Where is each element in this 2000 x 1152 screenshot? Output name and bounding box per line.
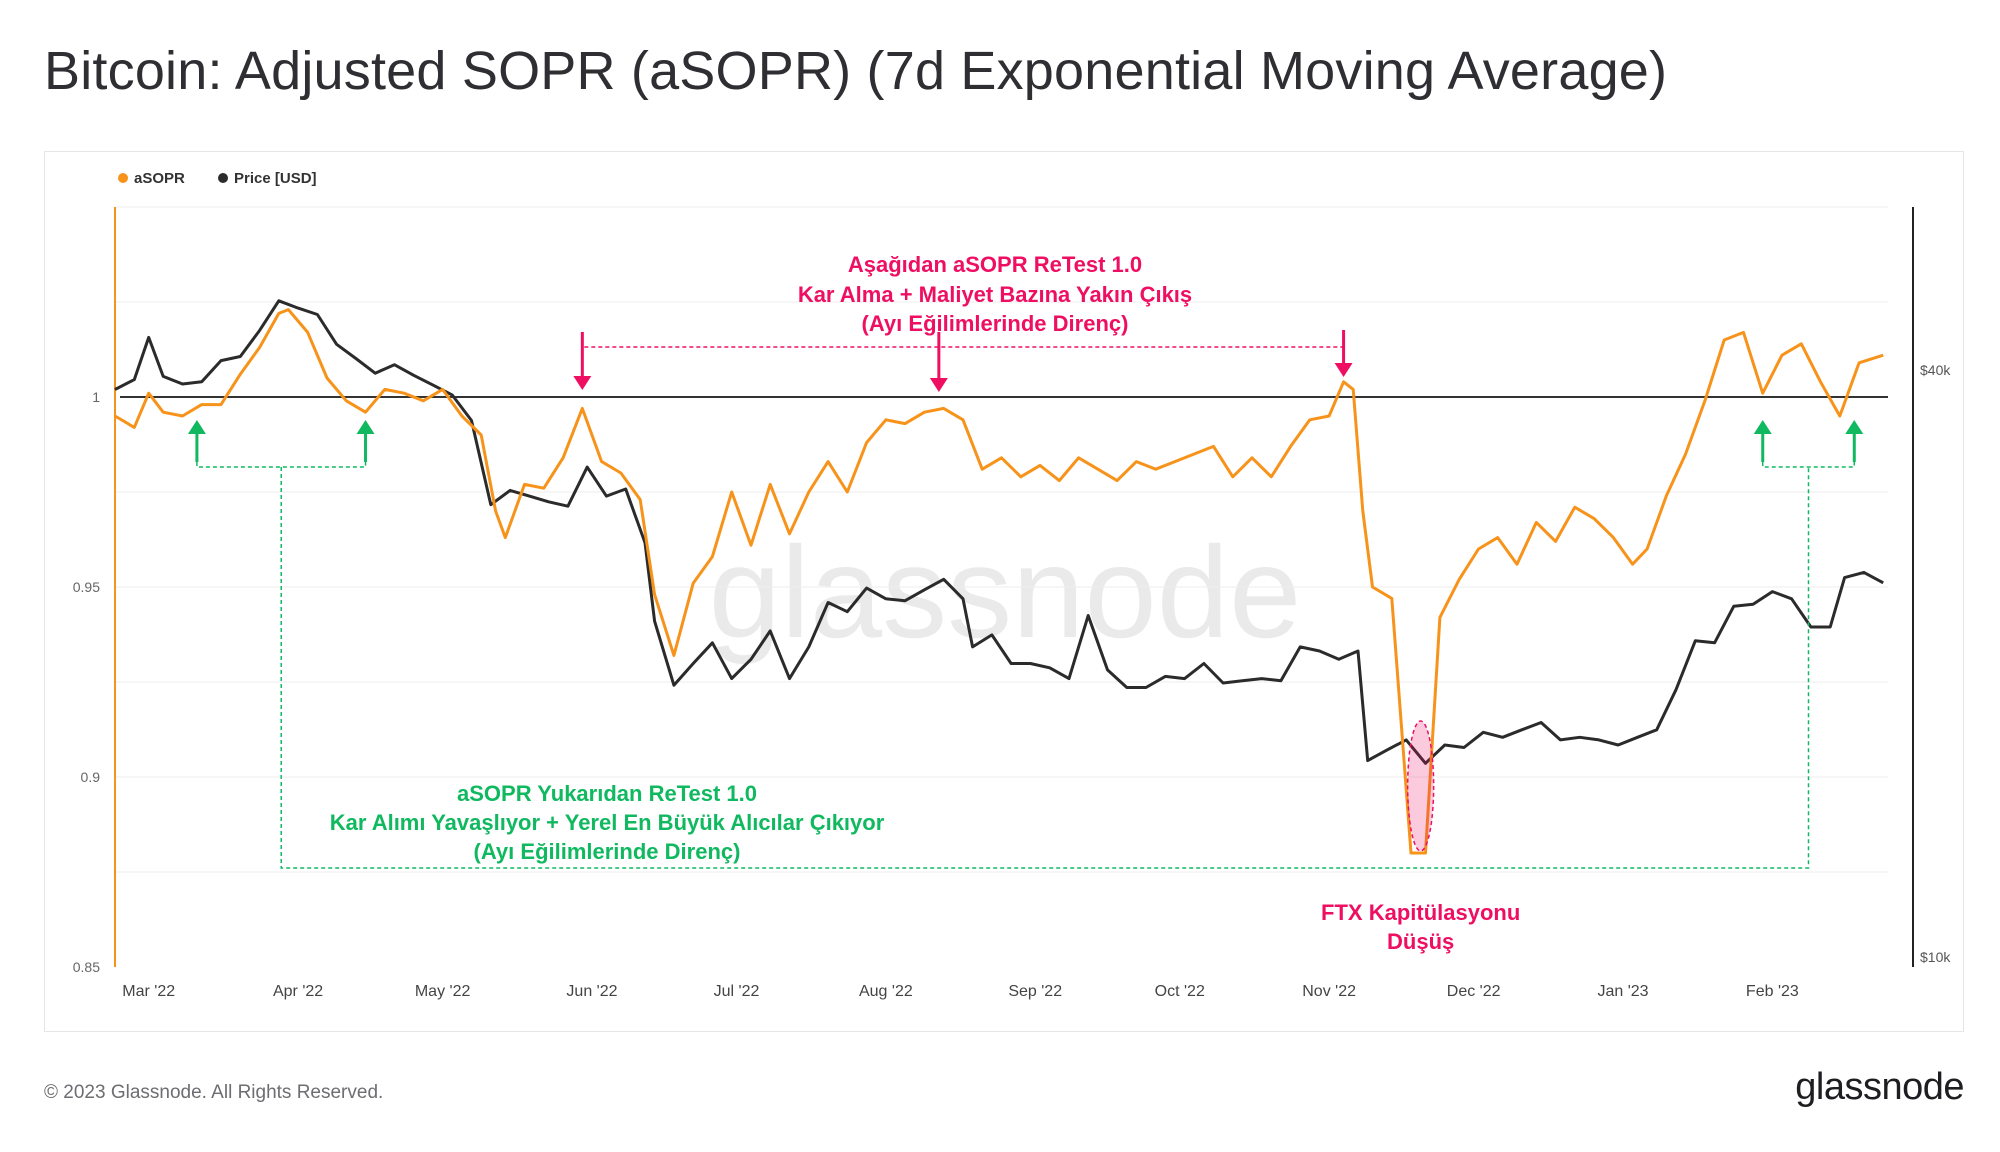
x-tick-label: Dec '22 [1447,983,1501,1000]
green-annotation-line: (Ayı Eğilimlerinde Direnç) [474,839,741,864]
chart-panel: glassnode 0.85 0.9 0.95 1 $10k $40k Mar '22 Apr … [44,151,1964,1032]
x-tick-label: Mar '22 [122,983,175,1000]
green-bracket-right [1761,462,1856,468]
y-right-tick-label: $40k [1920,362,1951,378]
green-arrow-3-head [1753,420,1772,434]
price-line [114,299,1884,765]
ftx-annotation-line: FTX Kapitülasyonu [1321,900,1520,925]
legend-price-label: Price [USD] [234,170,317,187]
y-tick-label: 0.85 [73,959,100,975]
green-connector [280,467,1810,869]
legend-asopr-dot [118,173,128,183]
green-bracket-left [196,462,367,468]
y-tick-label: 0.95 [73,579,100,595]
legend-asopr-label: aSOPR [134,170,185,187]
x-tick-label: May '22 [415,983,471,1000]
red-annotation-line: (Ayı Eğilimlerinde Direnç) [862,311,1129,336]
x-tick-label: Apr '22 [273,983,323,1000]
chart-svg: glassnode 0.85 0.9 0.95 1 $10k $40k Mar '22 Apr … [73,170,1952,1000]
x-tick-label: Nov '22 [1302,983,1356,1000]
ftx-annotation-line: Düşüş [1387,929,1454,954]
red-arrow-1-head [573,376,592,390]
red-bracket [581,346,1345,352]
green-arrow-2-head [356,420,375,434]
red-annotation-line: Kar Alma + Maliyet Bazına Yakın Çıkış [798,282,1192,307]
legend-price-dot [218,173,228,183]
red-arrow-2-head [929,378,948,392]
watermark-text: glassnode [709,519,1302,665]
green-annotation-line: aSOPR Yukarıdan ReTest 1.0 [457,781,757,806]
green-annotation-line: Kar Alımı Yavaşlıyor + Yerel En Büyük Al… [330,810,885,835]
y-tick-label: 0.9 [81,769,101,785]
green-arrow-1-head [187,420,206,434]
x-tick-label: Jun '22 [566,983,617,1000]
x-tick-label: Oct '22 [1155,983,1205,1000]
red-annotation-line: Aşağıdan aSOPR ReTest 1.0 [848,252,1142,277]
glassnode-logo: glassnode [1795,1066,1964,1108]
x-tick-label: Feb '23 [1746,983,1799,1000]
x-tick-label: Aug '22 [859,983,913,1000]
y-tick-label: 1 [92,389,100,405]
red-arrow-3-head [1334,363,1353,377]
ftx-highlight-ellipse [1406,720,1435,852]
x-tick-label: Jan '23 [1597,983,1648,1000]
y-right-tick-label: $10k [1920,949,1951,965]
x-tick-label: Sep '22 [1008,983,1062,1000]
copyright-text: © 2023 Glassnode. All Rights Reserved. [44,1082,384,1103]
green-arrow-4-head [1845,420,1864,434]
x-tick-label: Jul '22 [714,983,760,1000]
page-title: Bitcoin: Adjusted SOPR (aSOPR) (7d Expon… [44,41,1668,101]
asopr-line [114,308,1884,855]
